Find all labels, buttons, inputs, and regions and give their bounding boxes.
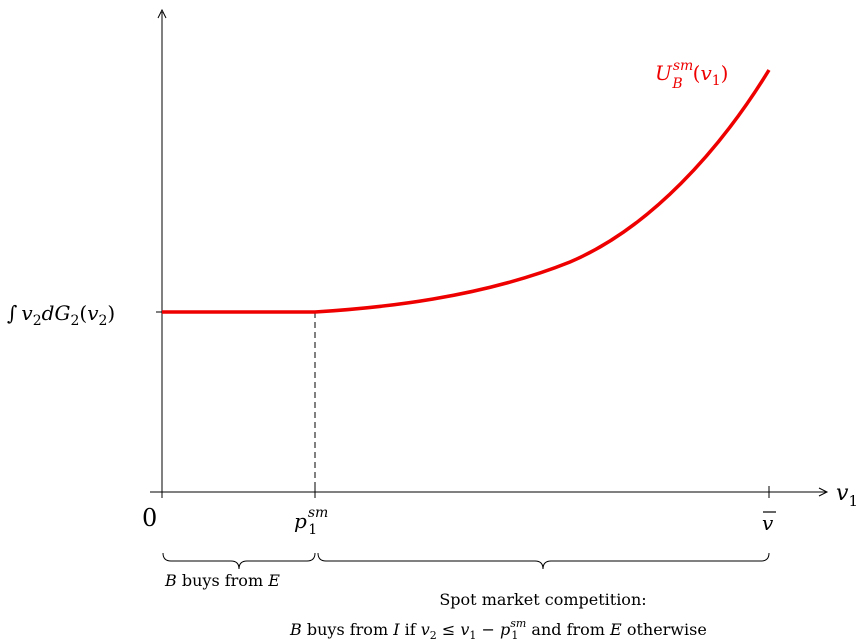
right-brace	[317, 552, 770, 570]
x-axis-arrowhead	[818, 487, 829, 497]
curve-label: Usm B (v1)	[655, 58, 728, 92]
left-brace-text: B buys from E	[164, 571, 280, 590]
x-tick-label-vbar: v	[762, 511, 774, 535]
right-brace-text-line2: B buys from I if v2 ≤ v1 − psm 1 and from…	[289, 617, 707, 642]
x-axis-label: v1	[836, 481, 858, 510]
x-tick-label-p1sm: psm 1	[294, 505, 328, 538]
origin-label: 0	[142, 504, 157, 532]
left-brace	[162, 552, 316, 570]
right-brace-text-line1: Spot market competition:	[439, 590, 646, 609]
utility-curve	[162, 69, 771, 314]
y-tick-label: ∫ v2dG2(v2)	[7, 301, 115, 329]
y-axis-arrowhead	[157, 8, 167, 19]
